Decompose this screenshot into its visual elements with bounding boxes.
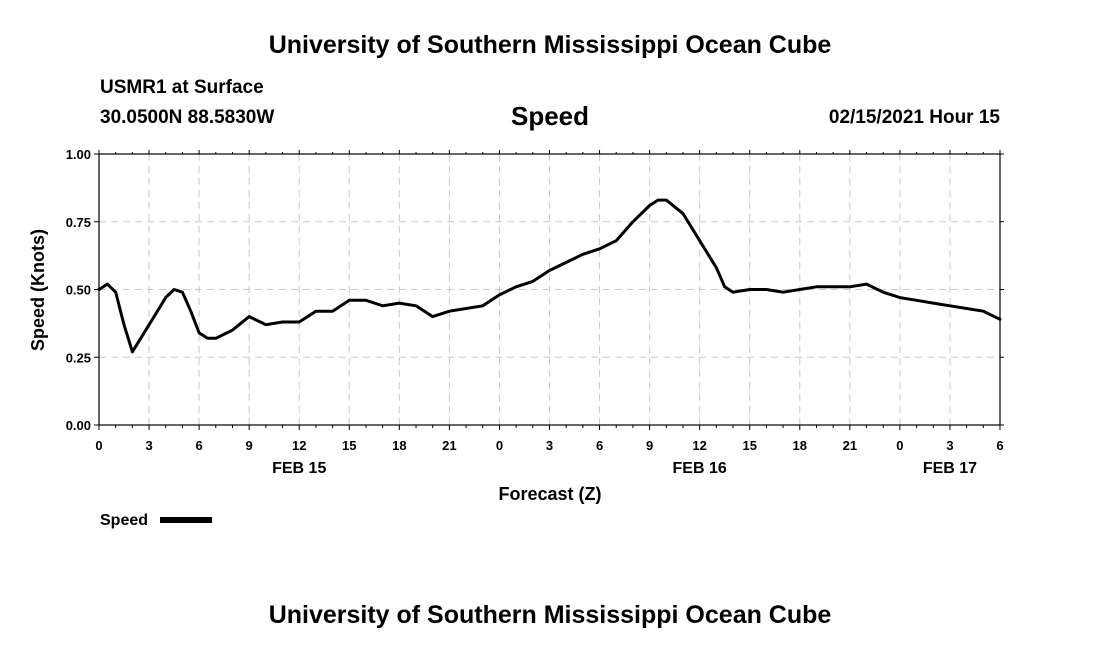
x-tick-label: 0 — [95, 438, 102, 453]
x-tick-label: 18 — [793, 438, 807, 453]
day-label: FEB 17 — [923, 460, 977, 477]
x-tick-label: 3 — [546, 438, 553, 453]
x-tick-label: 3 — [946, 438, 953, 453]
chart-grid — [99, 154, 1000, 425]
top-title: University of Southern Mississippi Ocean… — [268, 31, 832, 59]
y-axis-label: Speed (Knots) — [28, 229, 48, 351]
x-tick-label: 6 — [195, 438, 202, 453]
x-tick-label: 0 — [896, 438, 903, 453]
y-tick-label: 0.75 — [66, 215, 91, 230]
x-tick-label: 15 — [342, 438, 356, 453]
station-label: USMR1 at Surface — [100, 77, 264, 98]
legend-label: Speed — [100, 512, 148, 529]
chart-ticks — [94, 150, 1004, 430]
x-axis-label: Forecast (Z) — [498, 484, 601, 504]
coordinates-label: 30.0500N 88.5830W — [100, 107, 275, 128]
y-tick-label: 0.50 — [66, 283, 91, 298]
chart-labels: 0.00 0.25 0.50 0.75 1.00 0 3 6 9 12 15 18 21 0 3 6 9 12 15… — [66, 147, 1004, 477]
speed-chart: 0.00 0.25 0.50 0.75 1.00 0 3 6 9 12 15 18 21 0 3 6 9 12 15… — [28, 147, 1004, 529]
y-tick-label: 0.25 — [66, 350, 91, 365]
y-tick-label: 0.00 — [66, 418, 91, 433]
x-tick-label: 15 — [742, 438, 756, 453]
day-label: FEB 15 — [272, 460, 326, 477]
x-tick-label: 21 — [442, 438, 456, 453]
legend: Speed — [100, 512, 212, 529]
chart-series — [97, 198, 1002, 354]
day-label: FEB 16 — [673, 460, 727, 477]
y-tick-label: 1.00 — [66, 147, 91, 162]
x-tick-label: 6 — [996, 438, 1003, 453]
x-tick-label: 6 — [596, 438, 603, 453]
forecast-date-label: 02/15/2021 Hour 15 — [828, 107, 1000, 128]
x-tick-label: 3 — [145, 438, 152, 453]
chart-title: Speed — [510, 101, 590, 131]
x-tick-label: 18 — [392, 438, 406, 453]
x-tick-label: 12 — [292, 438, 306, 453]
x-tick-label: 0 — [496, 438, 503, 453]
x-tick-label: 9 — [646, 438, 653, 453]
speed-series-line — [97, 198, 1002, 354]
x-tick-label: 9 — [246, 438, 253, 453]
bottom-title: University of Southern Mississippi Ocean… — [268, 601, 832, 629]
x-tick-label: 12 — [692, 438, 706, 453]
x-tick-label: 21 — [843, 438, 857, 453]
